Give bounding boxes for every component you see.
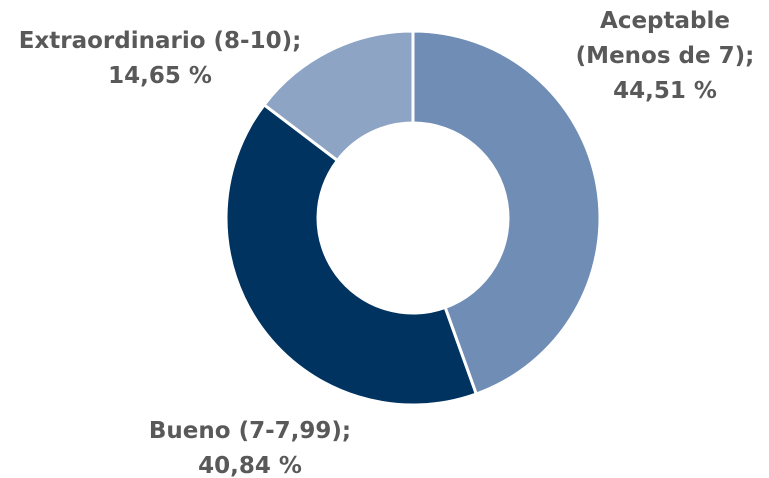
label-value: 44,51 % [613,78,717,104]
donut-slice [262,29,415,163]
label-category: Extraordinario (8-10); [18,28,302,54]
data-label: Bueno (7-7,99); 40,84 % [90,414,410,478]
label-value: 40,84 % [198,453,302,478]
data-label: Aceptable (Menos de 7); 44,51 % [560,4,769,109]
data-label: Extraordinario (8-10); 14,65 % [0,24,320,94]
donut-slice [224,102,479,407]
label-category: Bueno (7-7,99); [148,418,352,444]
label-category: Aceptable (Menos de 7); [575,8,755,69]
donut-slice [411,29,602,396]
label-value: 14,65 % [108,63,212,89]
